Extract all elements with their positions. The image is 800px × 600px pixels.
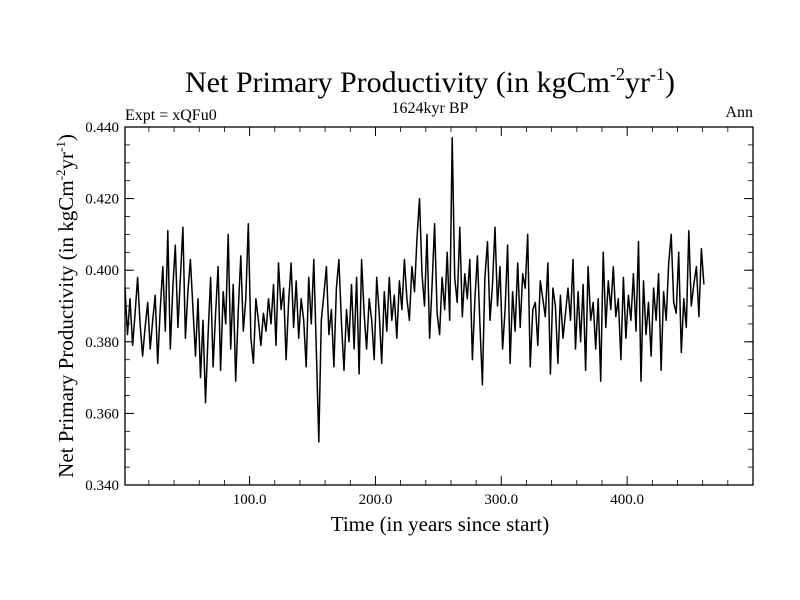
y-axis-label-end: ) — [54, 134, 78, 141]
y-axis-tick-labels: 0.340 0.360 0.380 0.400 0.420 0.440 — [85, 120, 119, 494]
x-axis-ticks — [148, 127, 729, 485]
chart-title-end: ) — [665, 66, 675, 99]
y-tick-label: 0.360 — [85, 406, 119, 422]
experiment-label: Expt = xQFu0 — [125, 107, 217, 124]
chart-title-sup2: -1 — [650, 64, 665, 84]
x-tick-label: 100.0 — [233, 492, 267, 508]
series-layer — [124, 136, 705, 443]
y-axis-ticks — [125, 126, 753, 486]
y-axis-label: Net Primary Productivity (in kgCm-2yr-1) — [53, 134, 78, 478]
y-axis-label-mid: yr — [54, 152, 78, 170]
chart-title-sup1: -2 — [610, 64, 625, 84]
y-axis-label-sup2: -1 — [53, 141, 68, 152]
y-tick-label: 0.380 — [85, 335, 119, 351]
y-tick-label: 0.420 — [85, 192, 119, 208]
y-tick-label: 0.340 — [85, 478, 119, 494]
age-label: 1624kyr BP — [392, 100, 469, 117]
chart-title-mid: yr — [625, 66, 650, 99]
series-line — [124, 136, 705, 443]
x-axis-tick-labels: 100.0 200.0 300.0 400.0 — [233, 492, 644, 508]
y-axis-label-main: Net Primary Productivity (in kgCm — [54, 180, 78, 477]
chart-title: Net Primary Productivity (in kgCm-2yr-1) — [185, 64, 675, 99]
x-tick-label: 300.0 — [484, 492, 518, 508]
y-tick-label: 0.440 — [85, 120, 119, 136]
chart-title-main: Net Primary Productivity (in kgCm — [185, 66, 610, 99]
x-tick-label: 200.0 — [359, 492, 393, 508]
x-axis-label: Time (in years since start) — [331, 512, 550, 536]
y-axis-label-sup1: -2 — [53, 170, 68, 181]
x-tick-label: 400.0 — [610, 492, 644, 508]
y-tick-label: 0.400 — [85, 263, 119, 279]
season-label: Ann — [725, 104, 753, 121]
